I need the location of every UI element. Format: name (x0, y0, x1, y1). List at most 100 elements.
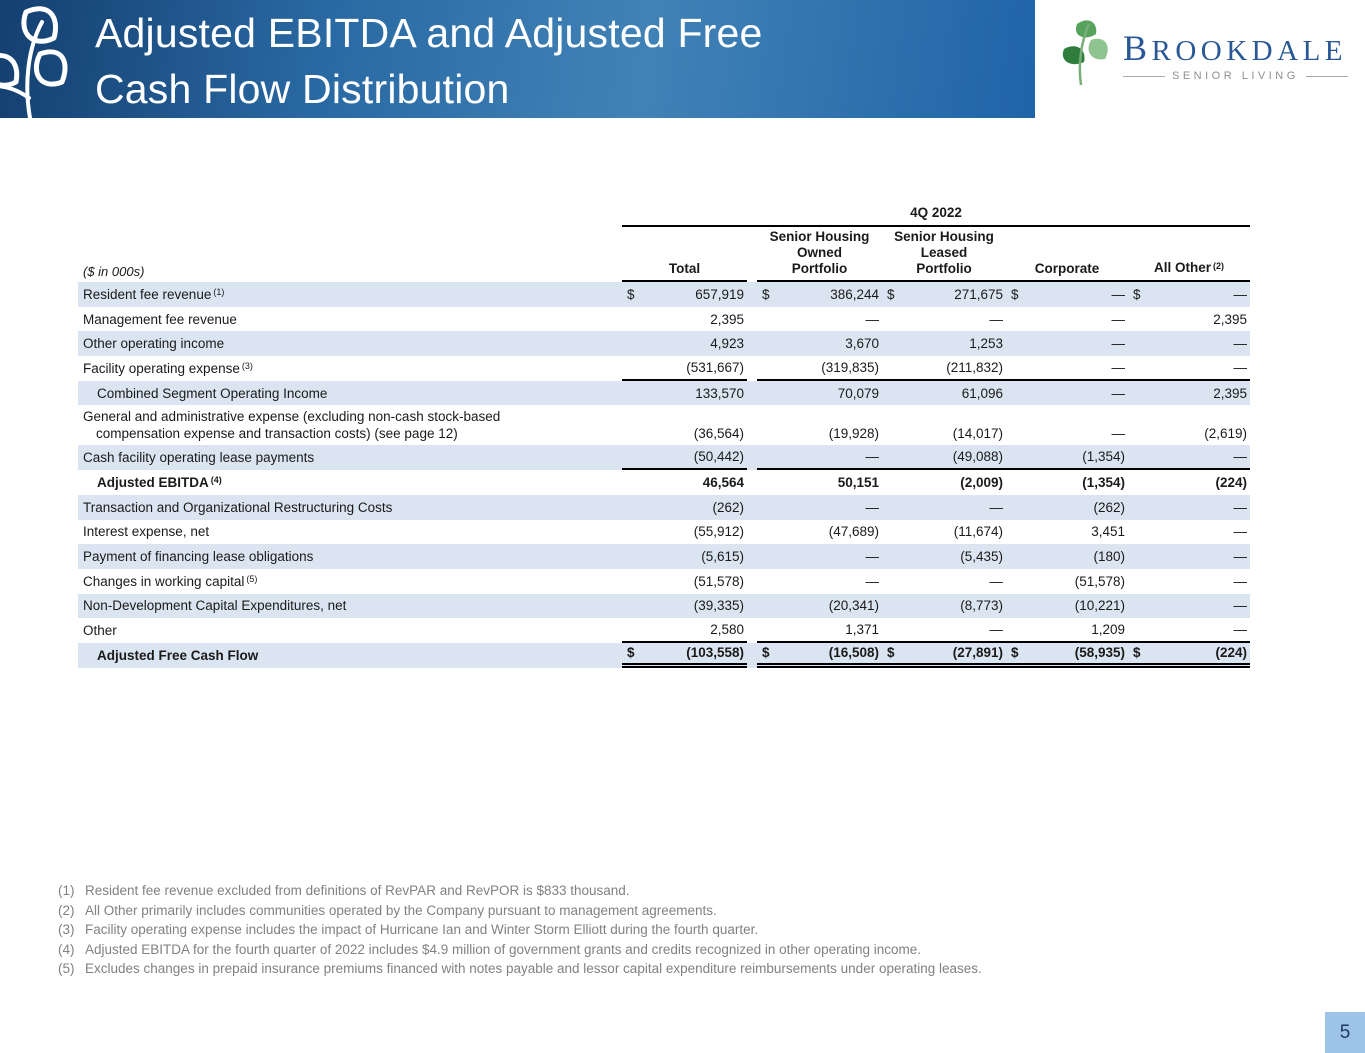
cell-corporate: $(1,354) (1006, 470, 1128, 495)
cell-total: $ (103,558) (622, 643, 747, 668)
cell-corporate: $1,209 (1006, 618, 1128, 643)
cell-all-other: $— (1128, 445, 1250, 471)
column-gap (747, 495, 757, 520)
cell-value: (211,832) (946, 359, 1003, 375)
cell-total: $(5,615) (622, 544, 747, 569)
column-gap (747, 520, 757, 545)
column-gap (747, 569, 757, 594)
column-header: Corporate (1006, 227, 1128, 282)
cell-value: — (1233, 598, 1248, 614)
column-gap (747, 307, 757, 332)
logo-leaves-icon (1062, 20, 1108, 86)
cell-total: $(36,564) (622, 405, 747, 445)
footnote-text: Excludes changes in prepaid insurance pr… (85, 961, 982, 977)
column-header: Total (622, 227, 747, 282)
cell-value: (50,442) (693, 449, 744, 465)
table-row: Other operating income $4,923 $3,670$1,25… (78, 331, 1250, 357)
cell-value: (14,017) (952, 426, 1003, 442)
cell-value: (180) (1093, 549, 1125, 565)
cell-leased-portfolio: $(2,009) (882, 470, 1006, 495)
row-label: Cash facility operating lease payments (83, 450, 315, 466)
column-gap (747, 594, 757, 619)
cell-owned-portfolio: $(319,835) (757, 356, 882, 381)
cell-total: $4,923 (622, 331, 747, 356)
cell-corporate: $(10,221) (1006, 594, 1128, 619)
cell-owned-portfolio: $— (757, 544, 882, 569)
cell-value: — (865, 449, 880, 465)
cell-value: (5,615) (701, 549, 744, 565)
cell-value: — (865, 311, 880, 327)
footnote-item: (3) Facility operating expense includes … (58, 920, 982, 940)
cell-value: — (1233, 336, 1248, 352)
cell-value: 133,570 (695, 385, 744, 401)
cell-value: 46,564 (702, 474, 744, 490)
cell-value: 1,253 (969, 336, 1003, 352)
cell-total: $(50,442) (622, 445, 747, 471)
table-row: General and administrative expense (excl… (78, 405, 1250, 445)
cell-corporate: $— (1006, 381, 1128, 406)
cell-owned-portfolio: $— (757, 569, 882, 594)
cell-value: — (1111, 286, 1126, 302)
cell-value: (36,564) (693, 426, 744, 442)
cell-corporate: $— (1006, 331, 1128, 356)
logo-tagline: SENIOR LIVING (1123, 70, 1348, 82)
footnote-item: (4) Adjusted EBITDA for the fourth quart… (58, 940, 982, 960)
cell-value: (2,009) (960, 474, 1003, 490)
logo-wordmark: Brookdale (1123, 28, 1348, 68)
cell-value: 271,675 (954, 286, 1003, 302)
row-label: Non-Development Capital Expenditures, ne… (83, 598, 347, 614)
cell-total: $(262) (622, 495, 747, 520)
cell-corporate: $(1,354) (1006, 445, 1128, 471)
column-header: All Other (2) (1128, 227, 1250, 282)
cell-total: $657,919 (622, 282, 747, 307)
table-row: Non-Development Capital Expenditures, ne… (78, 593, 1250, 619)
row-label: Adjusted Free Cash Flow (97, 647, 259, 663)
cell-value: (19,928) (828, 426, 879, 442)
cell-leased-portfolio: $(211,832) (882, 356, 1006, 381)
table-row: Adjusted EBITDA(4) $46,564 $50,151$(2,009… (78, 470, 1250, 495)
cell-leased-portfolio: $(5,435) (882, 544, 1006, 569)
cell-leased-portfolio: $(8,773) (882, 594, 1006, 619)
footnote-marker: (3) (241, 360, 253, 371)
cell-all-other: $— (1128, 618, 1250, 643)
cell-value: 386,244 (830, 286, 879, 302)
cell-owned-portfolio: $386,244 (757, 282, 882, 307)
cell-leased-portfolio: $(11,674) (882, 520, 1006, 545)
column-gap (747, 470, 757, 495)
cell-total: $(51,578) (622, 569, 747, 594)
cell-all-other: $ (224) (1128, 643, 1250, 668)
cell-corporate: $(180) (1006, 544, 1128, 569)
cell-value: 3,451 (1091, 524, 1125, 540)
cell-total: $2,580 (622, 618, 747, 643)
cell-leased-portfolio: $— (882, 307, 1006, 332)
cell-leased-portfolio: $(49,088) (882, 445, 1006, 471)
cell-value: (224) (1215, 474, 1247, 490)
footnote-text: Adjusted EBITDA for the fourth quarter o… (85, 941, 921, 957)
row-label: General and administrative expense (excl… (83, 409, 501, 442)
table-row: Resident fee revenue (1) $657,919 $386,244… (78, 282, 1250, 307)
footnote-item: (1) Resident fee revenue excluded from d… (58, 881, 982, 901)
cell-value: — (1111, 359, 1126, 375)
footnote-marker: (1) (213, 286, 225, 297)
cell-all-other: $(2,619) (1128, 405, 1250, 445)
page-title-line1: Adjusted EBITDA and Adjusted Free (95, 10, 763, 56)
cell-leased-portfolio: $ (27,891) (882, 643, 1006, 668)
column-gap (747, 618, 757, 643)
cell-total: $(39,335) (622, 594, 747, 619)
cell-owned-portfolio: $(19,928) (757, 405, 882, 445)
cell-owned-portfolio: $1,371 (757, 618, 882, 643)
cell-value: (1,354) (1082, 449, 1125, 465)
table-row: Transaction and Organizational Restructu… (78, 494, 1250, 520)
row-label: Interest expense, net (83, 524, 210, 540)
row-label: Changes in working capital (5) (83, 573, 258, 589)
currency-symbol: $ (627, 286, 635, 302)
cell-owned-portfolio: $— (757, 307, 882, 332)
table-row: Combined Segment Operating Income $133,5… (78, 380, 1250, 406)
table-row: Changes in working capital(5) $(51,578) $… (78, 569, 1250, 594)
cell-total: $2,395 (622, 307, 747, 332)
cell-value: — (1233, 573, 1248, 589)
tagline-rule-right (1305, 75, 1348, 77)
leaf-decoration-icon (0, 6, 68, 118)
footnote-number: (2) (58, 902, 75, 918)
cell-value: (319,835) (821, 359, 879, 375)
